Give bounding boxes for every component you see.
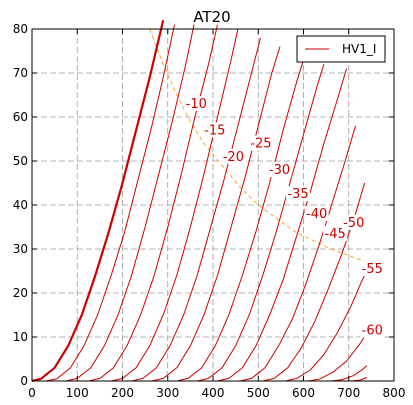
- y-tick-label: 30: [13, 242, 28, 256]
- y-tick-label: 40: [13, 198, 28, 212]
- curve-label: -45: [325, 227, 346, 242]
- x-tick-label: 500: [247, 386, 270, 400]
- chart-title: AT20: [193, 8, 230, 26]
- plate-curve-neg5: [45, 24, 175, 382]
- x-tick-label: 600: [292, 386, 315, 400]
- plate-curve-neg70: [330, 365, 368, 382]
- y-tick-label: 10: [13, 330, 28, 344]
- plate-curve-neg25: [131, 37, 261, 382]
- curve-label-bg: [221, 148, 246, 164]
- x-tick-label: 800: [383, 386, 406, 400]
- plate-curve-0: [31, 19, 165, 383]
- curve-label-bg: [202, 122, 227, 138]
- y-tick-label: 70: [13, 66, 28, 80]
- plate-curve-neg30: [151, 46, 281, 382]
- curve-label: -35: [287, 187, 308, 202]
- curve-label-bg: [360, 261, 385, 276]
- plate-curve-neg40: [197, 64, 325, 382]
- curve-label-bg: [267, 162, 292, 177]
- x-tick-label: 0: [28, 386, 36, 400]
- x-tick-label: 300: [156, 386, 179, 400]
- curve-label-bg: [304, 206, 329, 221]
- plate-curve-neg60: [285, 270, 368, 382]
- plate-curve-neg75: [350, 377, 368, 382]
- y-tick-label: 20: [13, 286, 28, 300]
- x-tick-label: 200: [111, 386, 134, 400]
- y-tick-label: 80: [13, 22, 28, 36]
- curve-label: -60: [362, 324, 383, 339]
- plate-curve-neg45: [217, 68, 347, 382]
- curve-label-bg: [184, 96, 209, 111]
- grid-voltage-labels: -10 -15 -20 -25 -30 -35 -40 -45-50 -55 -60: [184, 96, 385, 339]
- y-tick-label: 50: [13, 154, 28, 168]
- plate-curves: [31, 19, 368, 383]
- y-tick-label: 60: [13, 110, 28, 124]
- curve-label: -30: [269, 163, 290, 178]
- plate-curve-neg20: [111, 28, 239, 382]
- x-tick-label: 100: [66, 386, 89, 400]
- curve-label: -20: [223, 150, 244, 165]
- plate-curve-neg65: [307, 332, 368, 382]
- curve-label: -40: [306, 207, 327, 222]
- plot-frame: [31, 28, 395, 382]
- curve-label-bg: [248, 135, 273, 151]
- plate-curve-neg50: [239, 125, 356, 382]
- max-dissipation-curve: [149, 28, 368, 263]
- curve-label: -55: [362, 262, 383, 277]
- plate-curve-neg35: [176, 59, 304, 382]
- y-tick-label: 0: [20, 374, 28, 388]
- legend-label: HV1_I: [342, 42, 376, 56]
- x-tick-label: 400: [202, 386, 225, 400]
- curve-label: -25: [250, 137, 271, 152]
- grid-lines: [32, 29, 394, 381]
- x-tick-label: 700: [337, 386, 360, 400]
- curve-label: -10: [186, 97, 207, 112]
- curve-label: -15: [204, 123, 225, 138]
- curve-label-bg: [323, 225, 348, 241]
- curve-label-bg: [341, 214, 366, 230]
- legend: HV1_I: [296, 35, 386, 63]
- plate-curve-neg10: [65, 24, 195, 382]
- curve-label: -50: [343, 216, 364, 231]
- curve-label-bg: [360, 322, 385, 338]
- axes: 0 100 200 300 400 500 600 700 800 0 10 20 30 40 50 60 70…: [13, 22, 406, 400]
- curve-label-bg: [286, 186, 311, 202]
